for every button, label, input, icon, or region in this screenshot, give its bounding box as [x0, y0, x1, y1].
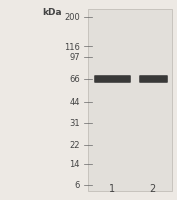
Text: 116: 116	[64, 42, 80, 51]
Text: 14: 14	[70, 160, 80, 169]
Text: 66: 66	[69, 75, 80, 84]
Text: 6: 6	[75, 181, 80, 190]
Text: 22: 22	[70, 141, 80, 150]
Text: 1: 1	[109, 183, 115, 193]
FancyBboxPatch shape	[139, 76, 168, 83]
Text: 200: 200	[64, 13, 80, 22]
Bar	[88, 10, 172, 191]
Text: kDa: kDa	[42, 8, 62, 17]
Text: 97: 97	[69, 53, 80, 62]
Text: 44: 44	[70, 98, 80, 107]
Text: 31: 31	[69, 119, 80, 128]
Text: 2: 2	[149, 183, 155, 193]
FancyBboxPatch shape	[94, 76, 131, 83]
